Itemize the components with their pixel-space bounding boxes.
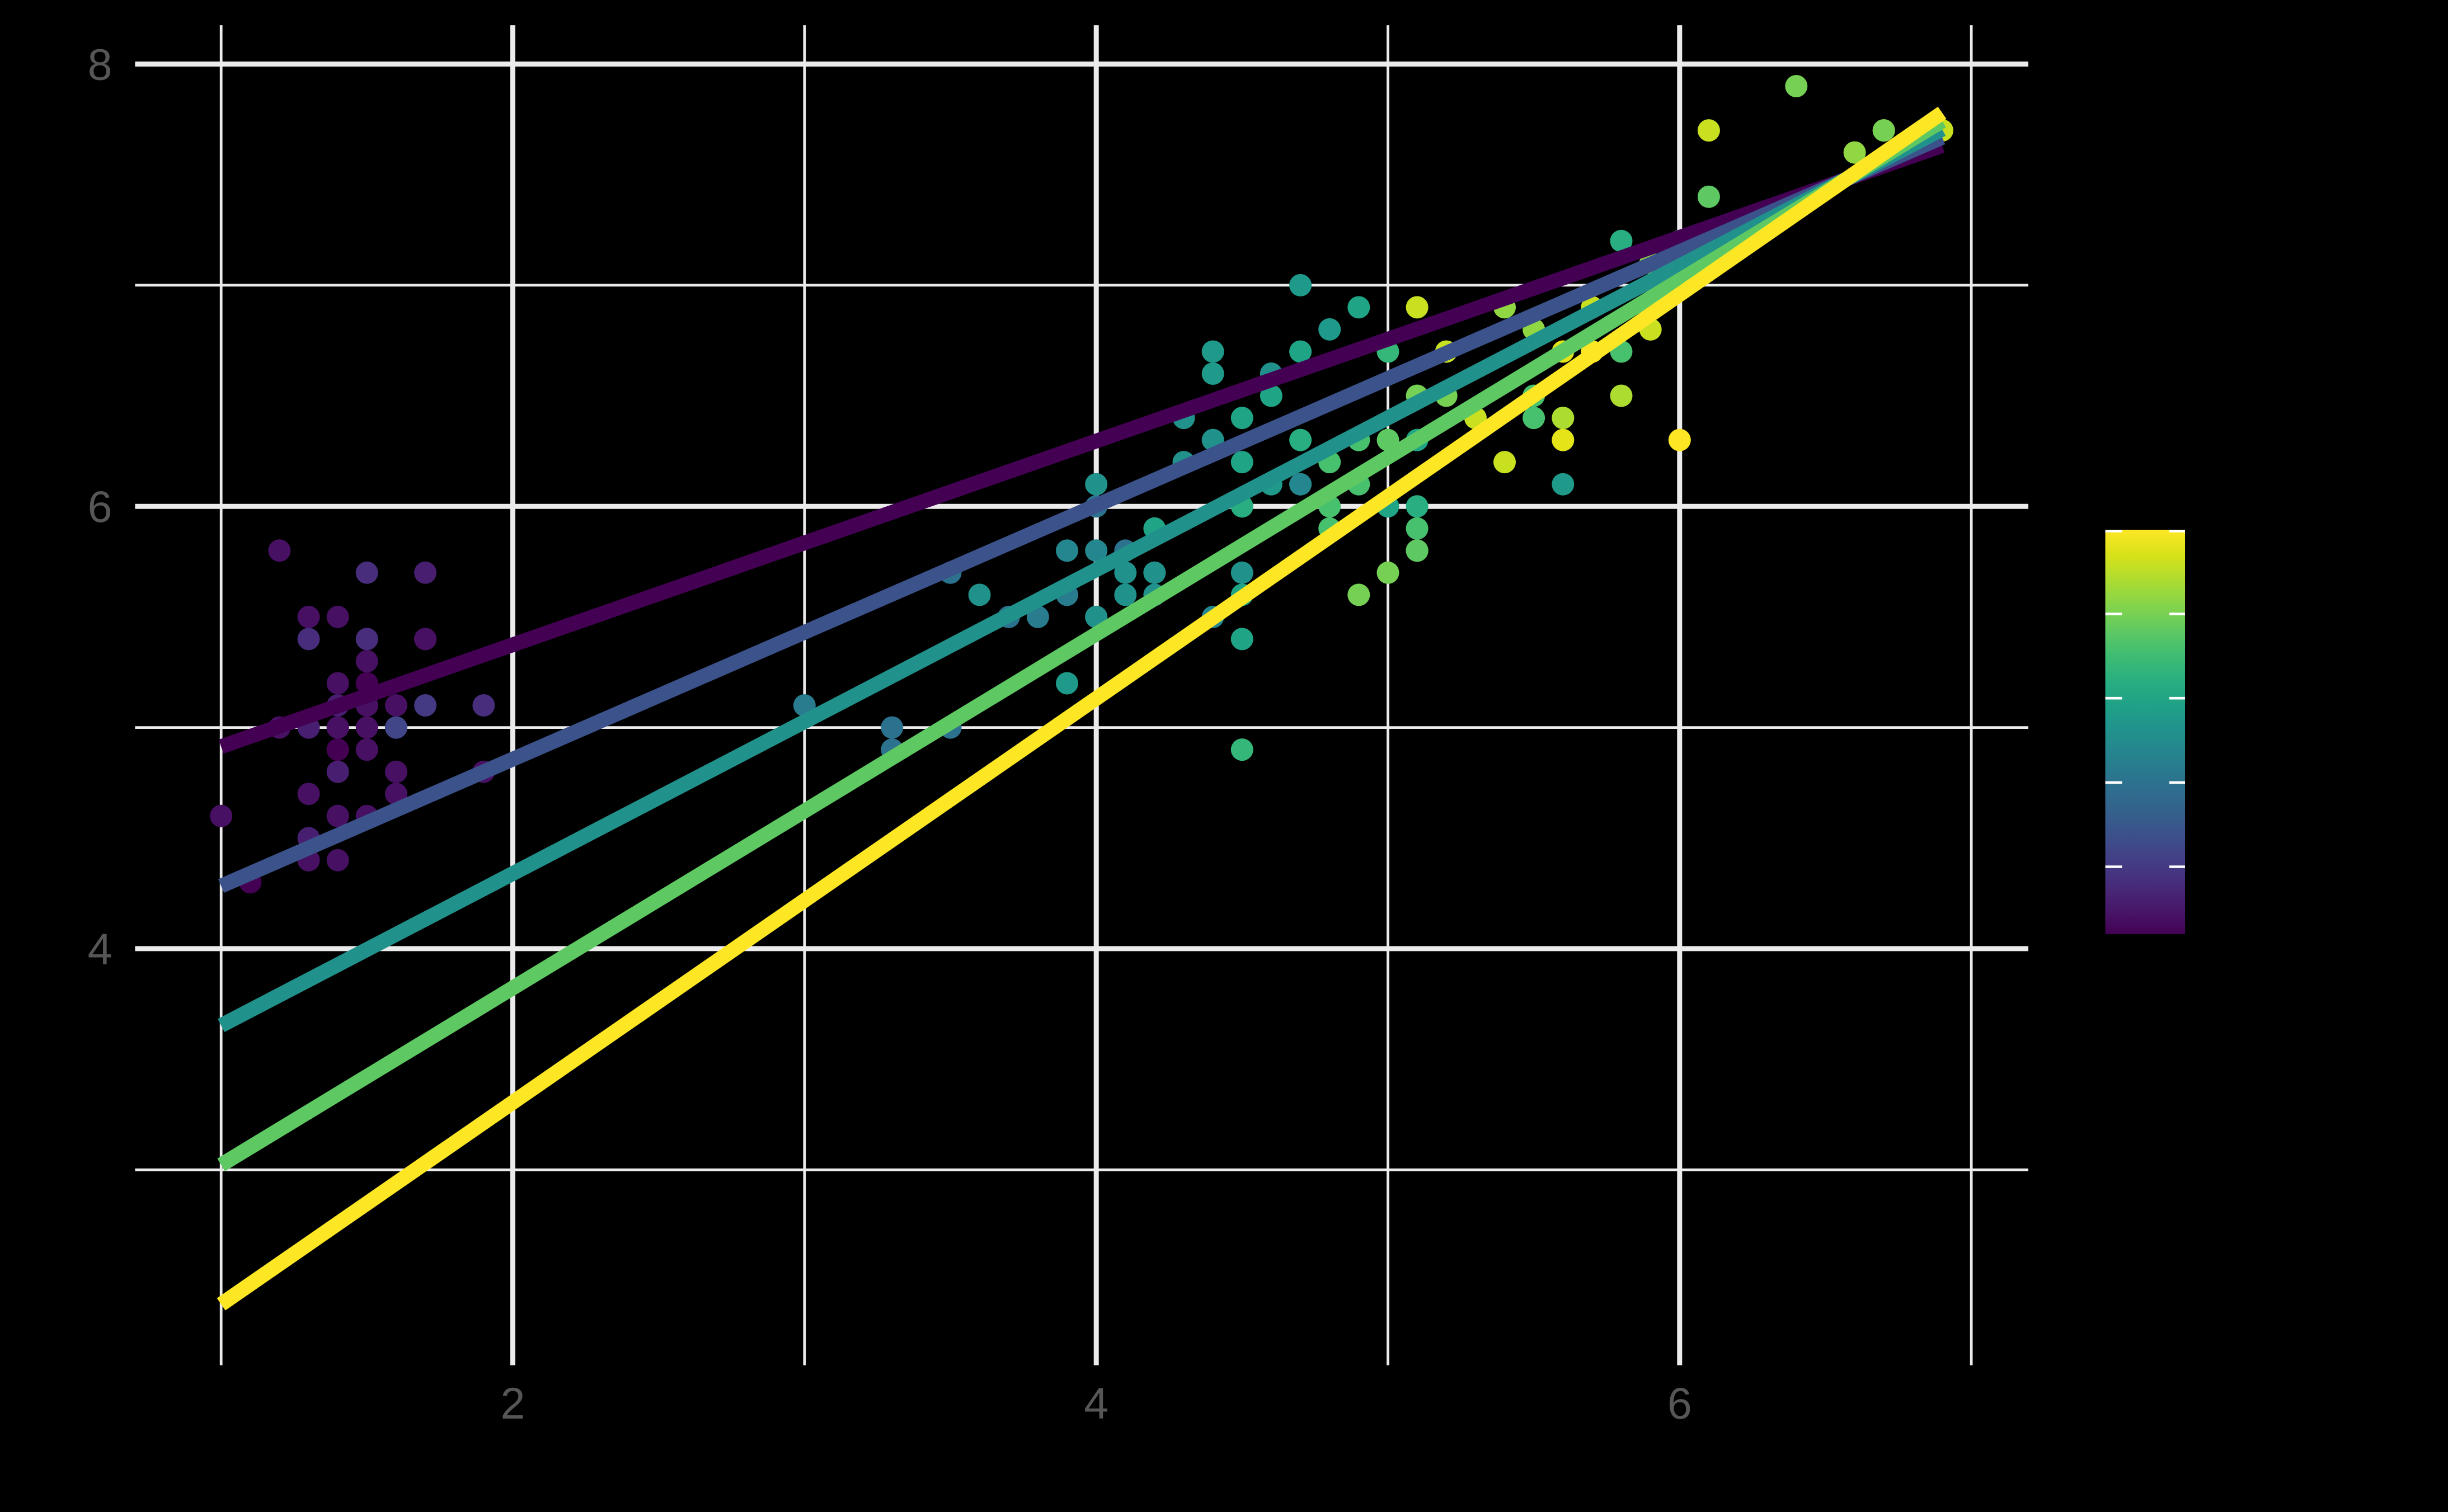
svg-text:4: 4 — [1084, 1378, 1108, 1428]
svg-text:4: 4 — [88, 924, 112, 974]
svg-text:6: 6 — [1667, 1378, 1692, 1428]
svg-text:8: 8 — [88, 40, 112, 90]
svg-text:2: 2 — [501, 1378, 525, 1428]
svg-text:6: 6 — [88, 482, 112, 531]
